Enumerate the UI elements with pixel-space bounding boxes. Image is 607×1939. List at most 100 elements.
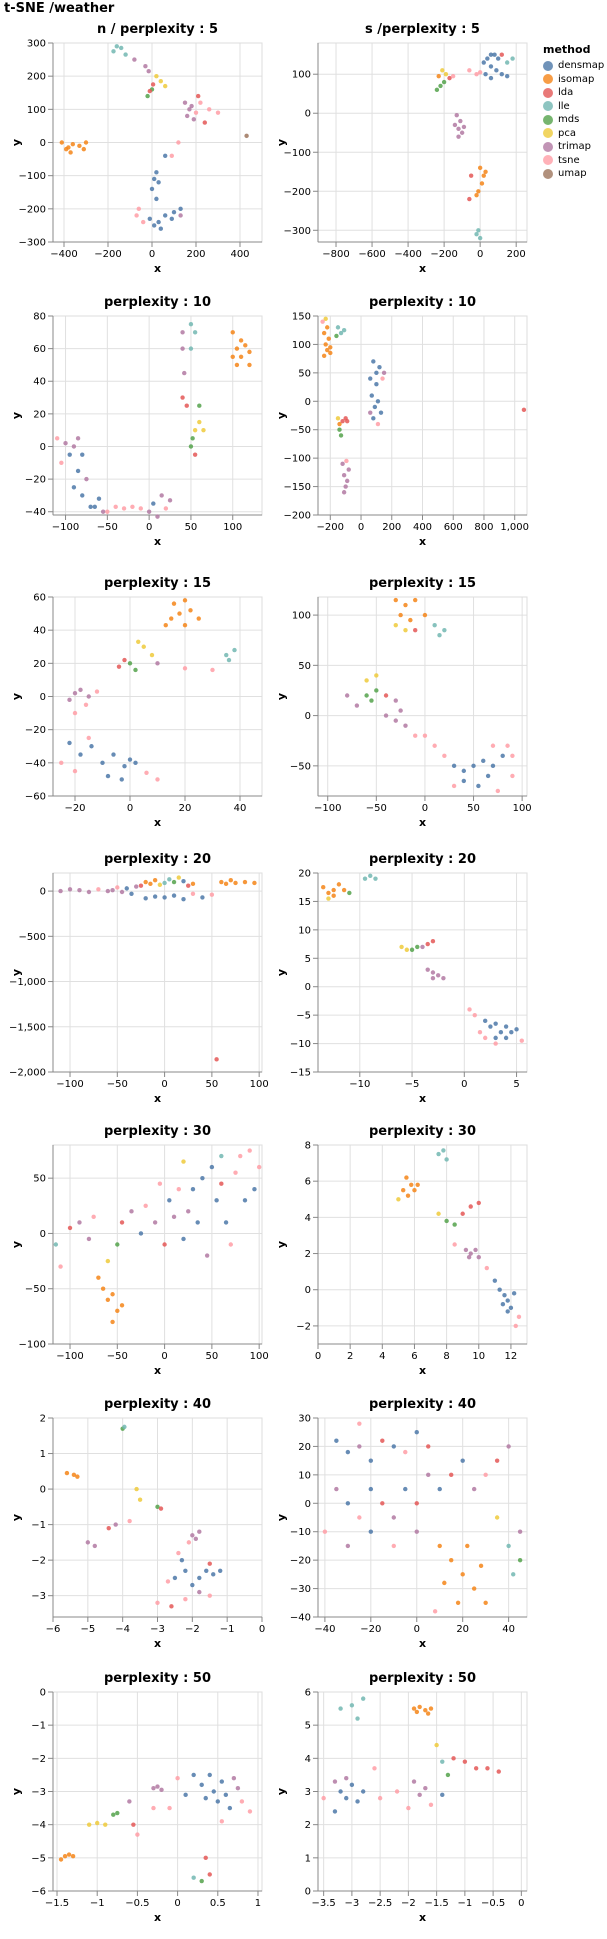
data-point [434,1742,439,1748]
y-tick-label: 20 [298,869,311,880]
y-tick-label: −100 [284,454,311,465]
plot-frame [52,315,263,516]
data-point [134,1486,139,1492]
data-point [190,881,196,887]
data-point [355,1799,360,1804]
data-point [247,1809,253,1814]
data-point [414,1709,420,1715]
data-point [443,72,449,77]
data-point [394,1789,400,1794]
data-point [368,1529,374,1534]
y-tick-label: 40 [33,377,46,388]
y-tick-label: 0 [305,982,311,993]
data-point [413,733,418,738]
data-point [176,140,181,145]
data-point [437,1486,442,1492]
data-point [338,1706,343,1711]
data-point [490,743,496,748]
data-point [75,1474,80,1479]
data-point [403,723,408,728]
data-point [77,1220,82,1225]
data-point [391,1515,396,1520]
data-point [485,1766,490,1771]
data-point [181,878,186,884]
data-point [187,107,192,112]
data-point [155,777,160,782]
legend-item: isomap [543,73,604,87]
data-point [119,777,124,782]
y-tick-label: 4 [305,1754,311,1765]
legend-swatch [543,101,553,112]
x-tick-label: 0 [259,1624,265,1635]
data-point [162,1242,167,1247]
x-tick-label: 2 [347,1351,353,1362]
data-point [154,196,159,202]
data-point [59,760,64,766]
y-tick-label: −5 [31,1853,46,1864]
x-tick-label: −50 [366,803,387,814]
data-point [321,330,327,336]
data-point [196,93,201,99]
data-point [373,876,378,881]
data-point [423,1785,428,1791]
data-point [119,1303,125,1308]
x-tick-label: 4 [379,1351,385,1362]
data-point [374,382,379,387]
data-point [460,1211,465,1216]
data-point [413,627,418,633]
y-tick-label: 50 [33,1174,46,1185]
data-point [247,362,252,368]
data-point [163,506,169,511]
legend-swatch [543,141,553,152]
data-point [414,1529,419,1534]
x-tick-label: 20 [179,803,192,814]
data-point [483,72,488,77]
data-point [176,875,181,880]
x-tick-label: 200 [186,249,205,260]
data-point [484,1265,490,1271]
data-point [190,891,196,897]
y-axis-title: y [10,693,23,700]
data-point [335,325,341,330]
data-point [188,346,194,351]
data-point [403,627,408,633]
data-point [362,876,368,881]
y-axis-title: y [10,1788,23,1795]
data-point [155,1600,160,1605]
x-tick-label: −0.5 [125,1898,149,1909]
x-tick-label: −2.5 [368,1898,392,1909]
data-point [476,1200,481,1206]
y-axis-title: y [275,412,288,419]
data-point [157,882,163,887]
data-point [483,1035,488,1041]
y-tick-label: 200 [27,72,46,83]
data-point [72,768,78,774]
data-point [452,122,458,128]
data-point [468,173,474,178]
data-point [72,710,78,716]
x-tick-label: 20 [456,1624,469,1635]
data-point [411,1706,417,1711]
data-point [210,667,215,673]
y-axis-title: y [275,969,288,976]
x-tick-label: −40 [314,1624,335,1635]
y-tick-label: −100 [19,171,46,182]
data-point [203,1795,208,1801]
y-tick-label: −10 [290,1039,311,1050]
data-point [172,1575,178,1581]
data-point [369,698,374,703]
data-point [510,773,515,779]
x-axis-title: x [154,262,161,275]
data-point [138,883,144,888]
data-point [129,1209,134,1214]
x-tick-label: 100 [250,1351,269,1362]
data-point [488,1024,493,1029]
data-point [451,783,457,789]
data-point [430,970,436,975]
data-point [462,1759,468,1764]
data-point [232,647,237,653]
data-point [218,1568,223,1574]
data-point [399,944,404,950]
x-tick-label: 0 [358,522,364,533]
y-tick-label: −50 [290,761,311,772]
